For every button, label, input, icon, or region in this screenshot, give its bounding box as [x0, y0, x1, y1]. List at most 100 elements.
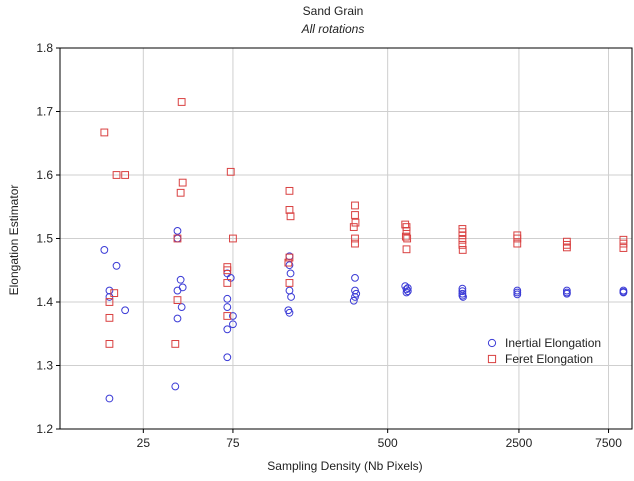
- data-point: [401, 232, 410, 241]
- data-point: [285, 308, 294, 317]
- data-point: [403, 234, 412, 243]
- data-point: [177, 98, 186, 106]
- data-point: [229, 234, 237, 243]
- data-point: [458, 231, 467, 240]
- data-point: [178, 178, 187, 187]
- x-tick-label: 2500: [506, 436, 533, 450]
- x-axis-label: Sampling Density (Nb Pixels): [267, 459, 422, 473]
- data-point: [223, 303, 232, 311]
- data-point: [351, 239, 359, 248]
- y-axis-label: Elongation Estimator: [7, 185, 21, 296]
- data-point: [458, 240, 467, 249]
- data-point: [286, 212, 295, 221]
- data-point: [513, 290, 522, 299]
- data-point: [285, 206, 294, 214]
- legend-label: Inertial Elongation: [505, 336, 601, 350]
- y-tick-label: 1.3: [36, 359, 53, 373]
- plot-frame: [59, 47, 633, 430]
- data-point: [459, 293, 467, 301]
- data-point: [223, 312, 232, 320]
- chart-title: Sand Grain: [303, 4, 364, 18]
- data-point: [171, 340, 180, 348]
- y-tick-label: 1.8: [36, 41, 53, 55]
- data-point: [351, 234, 359, 243]
- data-point: [619, 288, 628, 297]
- data-point: [223, 266, 232, 275]
- data-point: [619, 244, 628, 252]
- data-point: [229, 312, 237, 320]
- data-point: [223, 294, 232, 303]
- data-point: [513, 239, 522, 248]
- y-tick-label: 1.4: [36, 295, 53, 309]
- feret-elongation-series: [100, 98, 628, 348]
- legend: Inertial Elongation Feret Elongation: [487, 336, 601, 366]
- data-point: [105, 286, 114, 295]
- data-point: [112, 171, 121, 179]
- data-point: [121, 171, 130, 179]
- x-tick-label: 500: [378, 436, 398, 450]
- x-tick-label: 75: [226, 436, 240, 450]
- data-point: [286, 269, 295, 278]
- data-point: [562, 243, 571, 252]
- data-point: [176, 275, 185, 284]
- data-point: [458, 287, 467, 296]
- data-point: [349, 296, 358, 305]
- data-point: [349, 223, 358, 231]
- data-point: [223, 279, 232, 287]
- legend-label: Feret Elongation: [505, 352, 593, 366]
- data-point: [105, 394, 114, 403]
- data-point: [351, 273, 359, 282]
- data-point: [171, 382, 180, 391]
- data-point: [105, 313, 114, 322]
- data-point: [173, 234, 182, 243]
- x-tick-label: 25: [137, 436, 151, 450]
- data-point: [105, 298, 114, 306]
- data-point: [458, 246, 467, 254]
- data-point: [173, 226, 182, 235]
- axis-ticks: 1.2 1.3 1.4 1.5 1.6 1.7 1.8 25 75 500 2500 7500: [36, 41, 622, 450]
- data-point: [351, 218, 360, 227]
- data-point: [121, 306, 130, 315]
- y-tick-label: 1.7: [36, 105, 53, 119]
- data-point: [285, 186, 294, 195]
- y-tick-label: 1.6: [36, 168, 53, 182]
- y-tick-label: 1.2: [36, 422, 53, 436]
- data-point: [351, 293, 359, 301]
- data-point: [105, 340, 114, 348]
- data-point: [226, 167, 235, 176]
- data-point: [402, 226, 411, 235]
- data-point: [403, 287, 412, 296]
- y-tick-label: 1.5: [36, 232, 53, 246]
- data-point: [402, 245, 411, 254]
- data-point: [285, 261, 294, 270]
- data-point: [110, 289, 119, 298]
- data-point: [619, 239, 628, 248]
- data-point: [402, 285, 411, 294]
- data-point: [287, 293, 295, 301]
- data-point: [173, 314, 182, 323]
- data-point: [403, 284, 412, 292]
- data-point: [223, 325, 232, 334]
- data-point: [351, 201, 359, 210]
- data-points: [100, 98, 628, 403]
- data-point: [112, 261, 121, 270]
- x-tick-label: 7500: [595, 436, 622, 450]
- grid-lines: [60, 48, 632, 429]
- data-point: [351, 211, 359, 219]
- legend-marker-circle: [487, 338, 497, 348]
- data-point: [284, 258, 293, 267]
- data-point: [100, 246, 109, 254]
- data-point: [285, 253, 294, 262]
- data-point: [458, 235, 467, 244]
- chart-subtitle: All rotations: [301, 22, 365, 36]
- data-point: [402, 288, 411, 297]
- data-point: [100, 128, 109, 137]
- legend-marker-square: [487, 354, 497, 364]
- data-point: [173, 296, 182, 304]
- data-point: [285, 279, 294, 287]
- data-point: [513, 234, 522, 243]
- data-point: [223, 353, 232, 362]
- data-point: [229, 320, 237, 329]
